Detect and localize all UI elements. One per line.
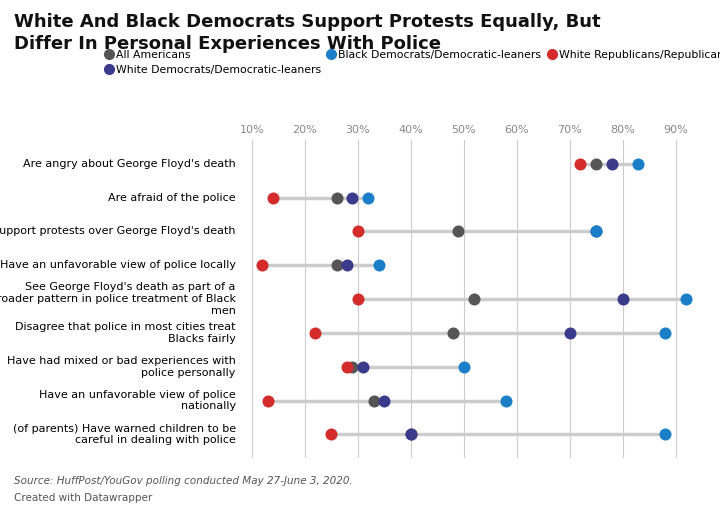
- Point: [590, 228, 602, 236]
- Point: [458, 362, 469, 371]
- Text: White And Black Democrats Support Protests Equally, But
Differ In Personal Exper: White And Black Democrats Support Protes…: [14, 13, 601, 53]
- Point: [267, 193, 279, 202]
- Text: Source: HuffPost/YouGov polling conducted May 27-June 3, 2020.: Source: HuffPost/YouGov polling conducte…: [14, 476, 353, 486]
- Point: [469, 295, 480, 303]
- Point: [262, 397, 274, 405]
- Point: [606, 160, 618, 168]
- Point: [453, 228, 464, 236]
- Point: [617, 295, 629, 303]
- Point: [590, 160, 602, 168]
- Point: [368, 397, 379, 405]
- Point: [447, 329, 459, 337]
- Point: [325, 430, 337, 438]
- Point: [373, 261, 384, 269]
- Point: [633, 160, 644, 168]
- Point: [575, 160, 586, 168]
- Point: [352, 228, 364, 236]
- Point: [405, 430, 416, 438]
- Point: [379, 397, 390, 405]
- Point: [660, 430, 671, 438]
- Point: [564, 329, 575, 337]
- Point: [680, 295, 692, 303]
- Point: [310, 329, 321, 337]
- Text: Created with Datawrapper: Created with Datawrapper: [14, 493, 153, 503]
- Point: [590, 228, 602, 236]
- Point: [405, 430, 416, 438]
- Point: [346, 362, 358, 371]
- Point: [660, 329, 671, 337]
- Point: [341, 261, 353, 269]
- Point: [330, 193, 342, 202]
- Legend: All Americans, White Democrats/Democratic-leaners, Black Democrats/Democratic-le: All Americans, White Democrats/Democrati…: [106, 50, 720, 75]
- Point: [363, 193, 374, 202]
- Point: [352, 295, 364, 303]
- Point: [346, 193, 358, 202]
- Point: [341, 362, 353, 371]
- Point: [330, 261, 342, 269]
- Point: [357, 362, 369, 371]
- Point: [500, 397, 512, 405]
- Point: [256, 261, 268, 269]
